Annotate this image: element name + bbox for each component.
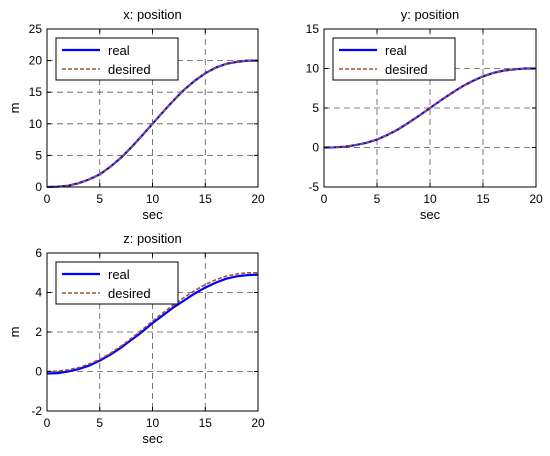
y-tick-label: 6 xyxy=(35,246,42,260)
y-tick-label: -5 xyxy=(308,180,319,194)
y-tick-label: 20 xyxy=(29,54,43,68)
x-tick-label: 5 xyxy=(96,192,103,206)
y-tick-label: -2 xyxy=(31,404,42,418)
y-tick-label: 15 xyxy=(306,22,320,36)
x-axis-label: sec xyxy=(420,207,441,222)
legend: real desired xyxy=(55,261,179,305)
x-tick-label: 15 xyxy=(199,192,213,206)
x-tick-label: 15 xyxy=(476,192,490,206)
legend-label-desired: desired xyxy=(385,62,428,77)
legend-box xyxy=(55,261,179,305)
legend-box xyxy=(332,37,456,81)
legend-label-real: real xyxy=(108,267,130,282)
y-tick-label: 0 xyxy=(312,141,319,155)
y-tick-label: 4 xyxy=(35,286,42,300)
y-tick-label: 0 xyxy=(35,180,42,194)
x-tick-label: 20 xyxy=(529,192,543,206)
legend: real desired xyxy=(332,37,456,81)
chart-title: y: position xyxy=(401,7,460,22)
x-tick-label: 5 xyxy=(374,192,381,206)
y-axis-label: m xyxy=(7,327,22,338)
series-real xyxy=(46,273,259,375)
x-tick-label: 0 xyxy=(44,416,51,430)
x-tick-label: 0 xyxy=(44,192,51,206)
series-desired xyxy=(323,67,536,149)
y-tick-label: 10 xyxy=(29,117,43,131)
y-axis-label: m xyxy=(7,103,22,114)
legend-label-real: real xyxy=(385,43,407,58)
x-tick-label: 15 xyxy=(199,416,213,430)
legend-label-desired: desired xyxy=(108,286,151,301)
legend: real desired xyxy=(55,37,179,81)
chart-title: x: position xyxy=(123,7,182,22)
y-tick-label: 5 xyxy=(312,101,319,115)
x-tick-label: 10 xyxy=(423,192,437,206)
legend-label-desired: desired xyxy=(108,62,151,77)
x-axis-label: sec xyxy=(142,207,163,222)
subplot-1: 0 5 10 15 20 0 5 10 15 20 25 x: position sec m real des… xyxy=(7,7,265,222)
x-tick-label: 5 xyxy=(96,416,103,430)
x-tick-label: 10 xyxy=(146,416,160,430)
x-tick-label: 20 xyxy=(251,192,265,206)
y-tick-label: 25 xyxy=(29,22,43,36)
y-tick-label: 10 xyxy=(306,62,320,76)
x-tick-label: 0 xyxy=(321,192,328,206)
x-tick-label: 10 xyxy=(146,192,160,206)
series-desired xyxy=(46,59,258,188)
y-tick-label: 0 xyxy=(35,365,42,379)
y-tick-label: 5 xyxy=(35,148,42,162)
legend-box xyxy=(55,37,179,81)
x-axis-label: sec xyxy=(142,431,163,446)
y-tick-label: 2 xyxy=(35,325,42,339)
x-tick-label: 20 xyxy=(251,416,265,430)
y-tick-label: 15 xyxy=(29,85,43,99)
legend-label-real: real xyxy=(108,43,130,58)
chart-title: z: position xyxy=(123,231,182,246)
